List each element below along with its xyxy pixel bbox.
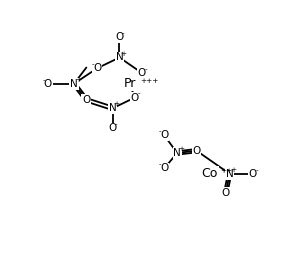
Text: +: + [113,102,119,108]
Text: -: - [144,66,147,72]
Text: O: O [131,93,139,103]
Text: ++: ++ [220,168,233,174]
Text: -: - [255,167,258,173]
Text: O: O [82,95,91,105]
Text: -: - [138,91,140,97]
Text: O: O [192,146,201,156]
Text: O: O [44,79,52,89]
Text: Pr: Pr [123,77,136,90]
Text: O: O [93,63,101,73]
Text: O: O [115,32,124,43]
Text: N: N [226,169,234,179]
Text: O: O [221,188,230,198]
Text: -: - [159,128,161,134]
Text: O: O [108,123,117,133]
Text: -: - [122,31,125,37]
Text: -: - [43,77,45,83]
Text: +++: +++ [140,78,159,84]
Text: +: + [178,146,184,152]
Text: Co: Co [201,167,218,180]
Text: N: N [70,79,78,89]
Text: +: + [230,167,237,173]
Text: -: - [159,162,161,168]
Text: O: O [160,163,168,173]
Text: O: O [138,68,146,78]
Text: N: N [116,52,123,62]
Text: +: + [120,51,126,57]
Text: O: O [160,130,168,140]
Text: -: - [92,61,95,67]
Text: O: O [248,169,257,179]
Text: -: - [115,121,118,127]
Text: +: + [75,77,81,83]
Text: N: N [109,103,116,113]
Text: N: N [173,148,181,158]
